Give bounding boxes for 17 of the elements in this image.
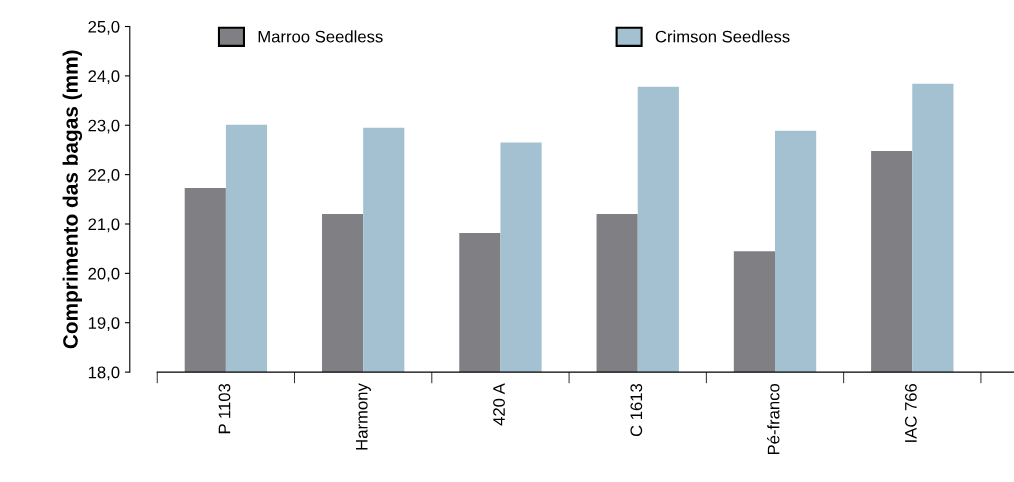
legend-label: Crimson Seedless xyxy=(655,30,790,43)
x-tick-label: Pé-franco xyxy=(767,383,780,455)
x-tick-label: P 1103 xyxy=(218,383,231,434)
y-tick-label: 25,0 xyxy=(88,20,120,35)
legend-label: Marroo Seedless xyxy=(258,30,383,43)
x-tick-label: Harmony xyxy=(356,383,371,450)
y-tick-label: 21,0 xyxy=(88,218,120,233)
y-axis-title: Comprimento das bagas (mm) xyxy=(62,50,83,349)
y-tick-label: 19,0 xyxy=(88,317,120,331)
y-tick-label: 22,0 xyxy=(88,169,120,183)
y-tick-label: 24,0 xyxy=(88,70,120,85)
y-tick-label: 18,0 xyxy=(88,366,120,381)
y-tick-label: 20,0 xyxy=(88,267,120,282)
x-tick-label: 420 A xyxy=(493,383,505,426)
x-tick-label: IAC 766 xyxy=(904,383,917,442)
x-tick-label: C 1613 xyxy=(630,383,643,437)
y-tick-label: 23,0 xyxy=(88,119,120,134)
